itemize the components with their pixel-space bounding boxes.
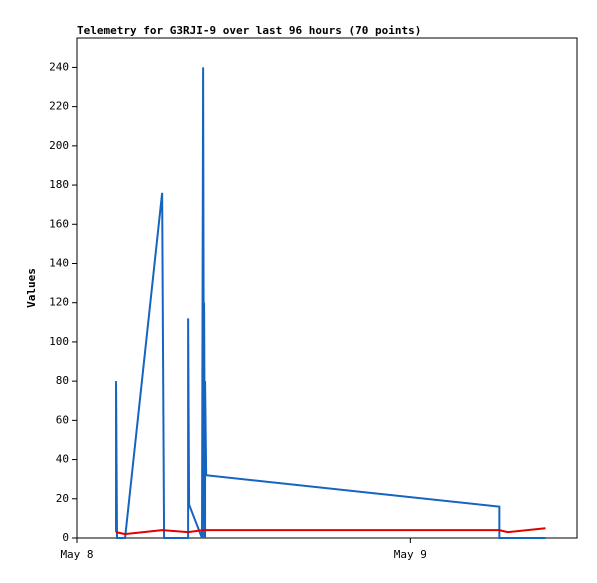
series-line (115, 527, 546, 536)
y-tick-label: 240 (49, 60, 69, 73)
y-tick-label: 140 (49, 256, 69, 269)
y-tick-label: 100 (49, 335, 69, 348)
y-tick-label: 200 (49, 139, 69, 152)
y-tick-label: 120 (49, 296, 69, 309)
y-tick-label: 0 (62, 531, 69, 544)
x-tick-label: May 9 (394, 548, 427, 561)
y-tick-label: 220 (49, 100, 69, 113)
plot-frame (76, 37, 578, 539)
y-axis-label: Values (25, 268, 38, 308)
y-tick-label: 180 (49, 178, 69, 191)
x-tick-label: May 8 (60, 548, 93, 561)
y-tick-label: 60 (56, 413, 69, 426)
y-tick-label: 40 (56, 453, 69, 466)
y-tick-label: 80 (56, 374, 69, 387)
series-line (115, 67, 546, 539)
chart-title: Telemetry for G3RJI-9 over last 96 hours… (77, 24, 421, 37)
y-tick-label: 160 (49, 217, 69, 230)
y-tick-label: 20 (56, 492, 69, 505)
